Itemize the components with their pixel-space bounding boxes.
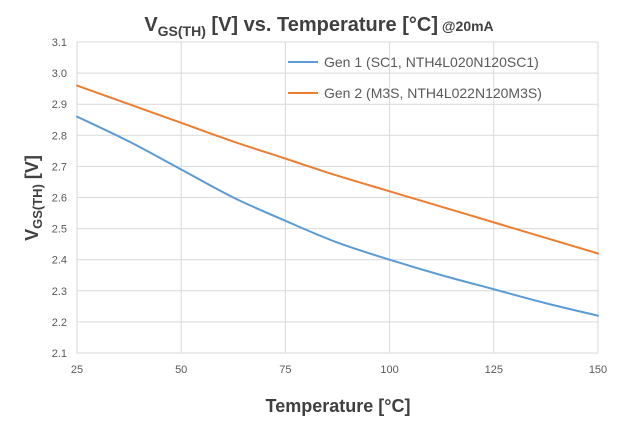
series-line-gen2: [76, 84, 599, 255]
y-axis-label: VGS(TH) [V]: [22, 155, 45, 241]
y-tick-label: 2.6: [52, 193, 67, 205]
title-main: V: [144, 14, 158, 36]
series-line-gen1: [76, 115, 599, 317]
y-axis-label-main: V: [22, 229, 42, 241]
y-tick-label: 3.0: [52, 68, 67, 80]
chart-title: VGS(TH) [V] vs. Temperature [°C] @20mA: [144, 14, 493, 39]
grid: [76, 41, 599, 354]
title-subscript: GS(TH): [158, 23, 206, 39]
legend: Gen 1 (SC1, NTH4L020N120SC1) Gen 2 (M3S,…: [288, 54, 542, 101]
x-tick-label: 75: [279, 364, 291, 376]
y-tick-label: 3.1: [52, 37, 67, 49]
legend-label-gen1: Gen 1 (SC1, NTH4L020N120SC1): [324, 54, 539, 70]
x-axis-label: Temperature [°C]: [266, 396, 411, 416]
y-axis-label-subscript: GS(TH): [30, 184, 45, 229]
y-tick-label: 2.1: [52, 348, 67, 360]
title-rest: [V] vs. Temperature [°C]: [206, 14, 438, 36]
x-tick-label: 25: [71, 364, 83, 376]
y-tick-labels: 2.1 2.2 2.3 2.4 2.5 2.6 2.7 2.8 2.9 3.0 3.1: [52, 37, 67, 360]
y-tick-label: 2.7: [52, 161, 67, 173]
y-tick-label: 2.4: [52, 255, 67, 267]
legend-label-gen2: Gen 2 (M3S, NTH4L022N120M3S): [324, 85, 542, 101]
x-tick-label: 100: [380, 364, 398, 376]
y-axis-label-rest: [V]: [22, 155, 42, 184]
x-tick-labels: 25 50 75 100 125 150: [71, 364, 607, 376]
x-tick-label: 125: [485, 364, 503, 376]
y-tick-label: 2.2: [52, 317, 67, 329]
title-suffix: @20mA: [438, 18, 494, 34]
series-lines: [76, 84, 599, 317]
x-tick-label: 150: [589, 364, 607, 376]
x-tick-label: 50: [175, 364, 187, 376]
y-tick-label: 2.9: [52, 99, 67, 111]
y-tick-label: 2.3: [52, 286, 67, 298]
y-tick-label: 2.5: [52, 224, 67, 236]
y-tick-label: 2.8: [52, 130, 67, 142]
